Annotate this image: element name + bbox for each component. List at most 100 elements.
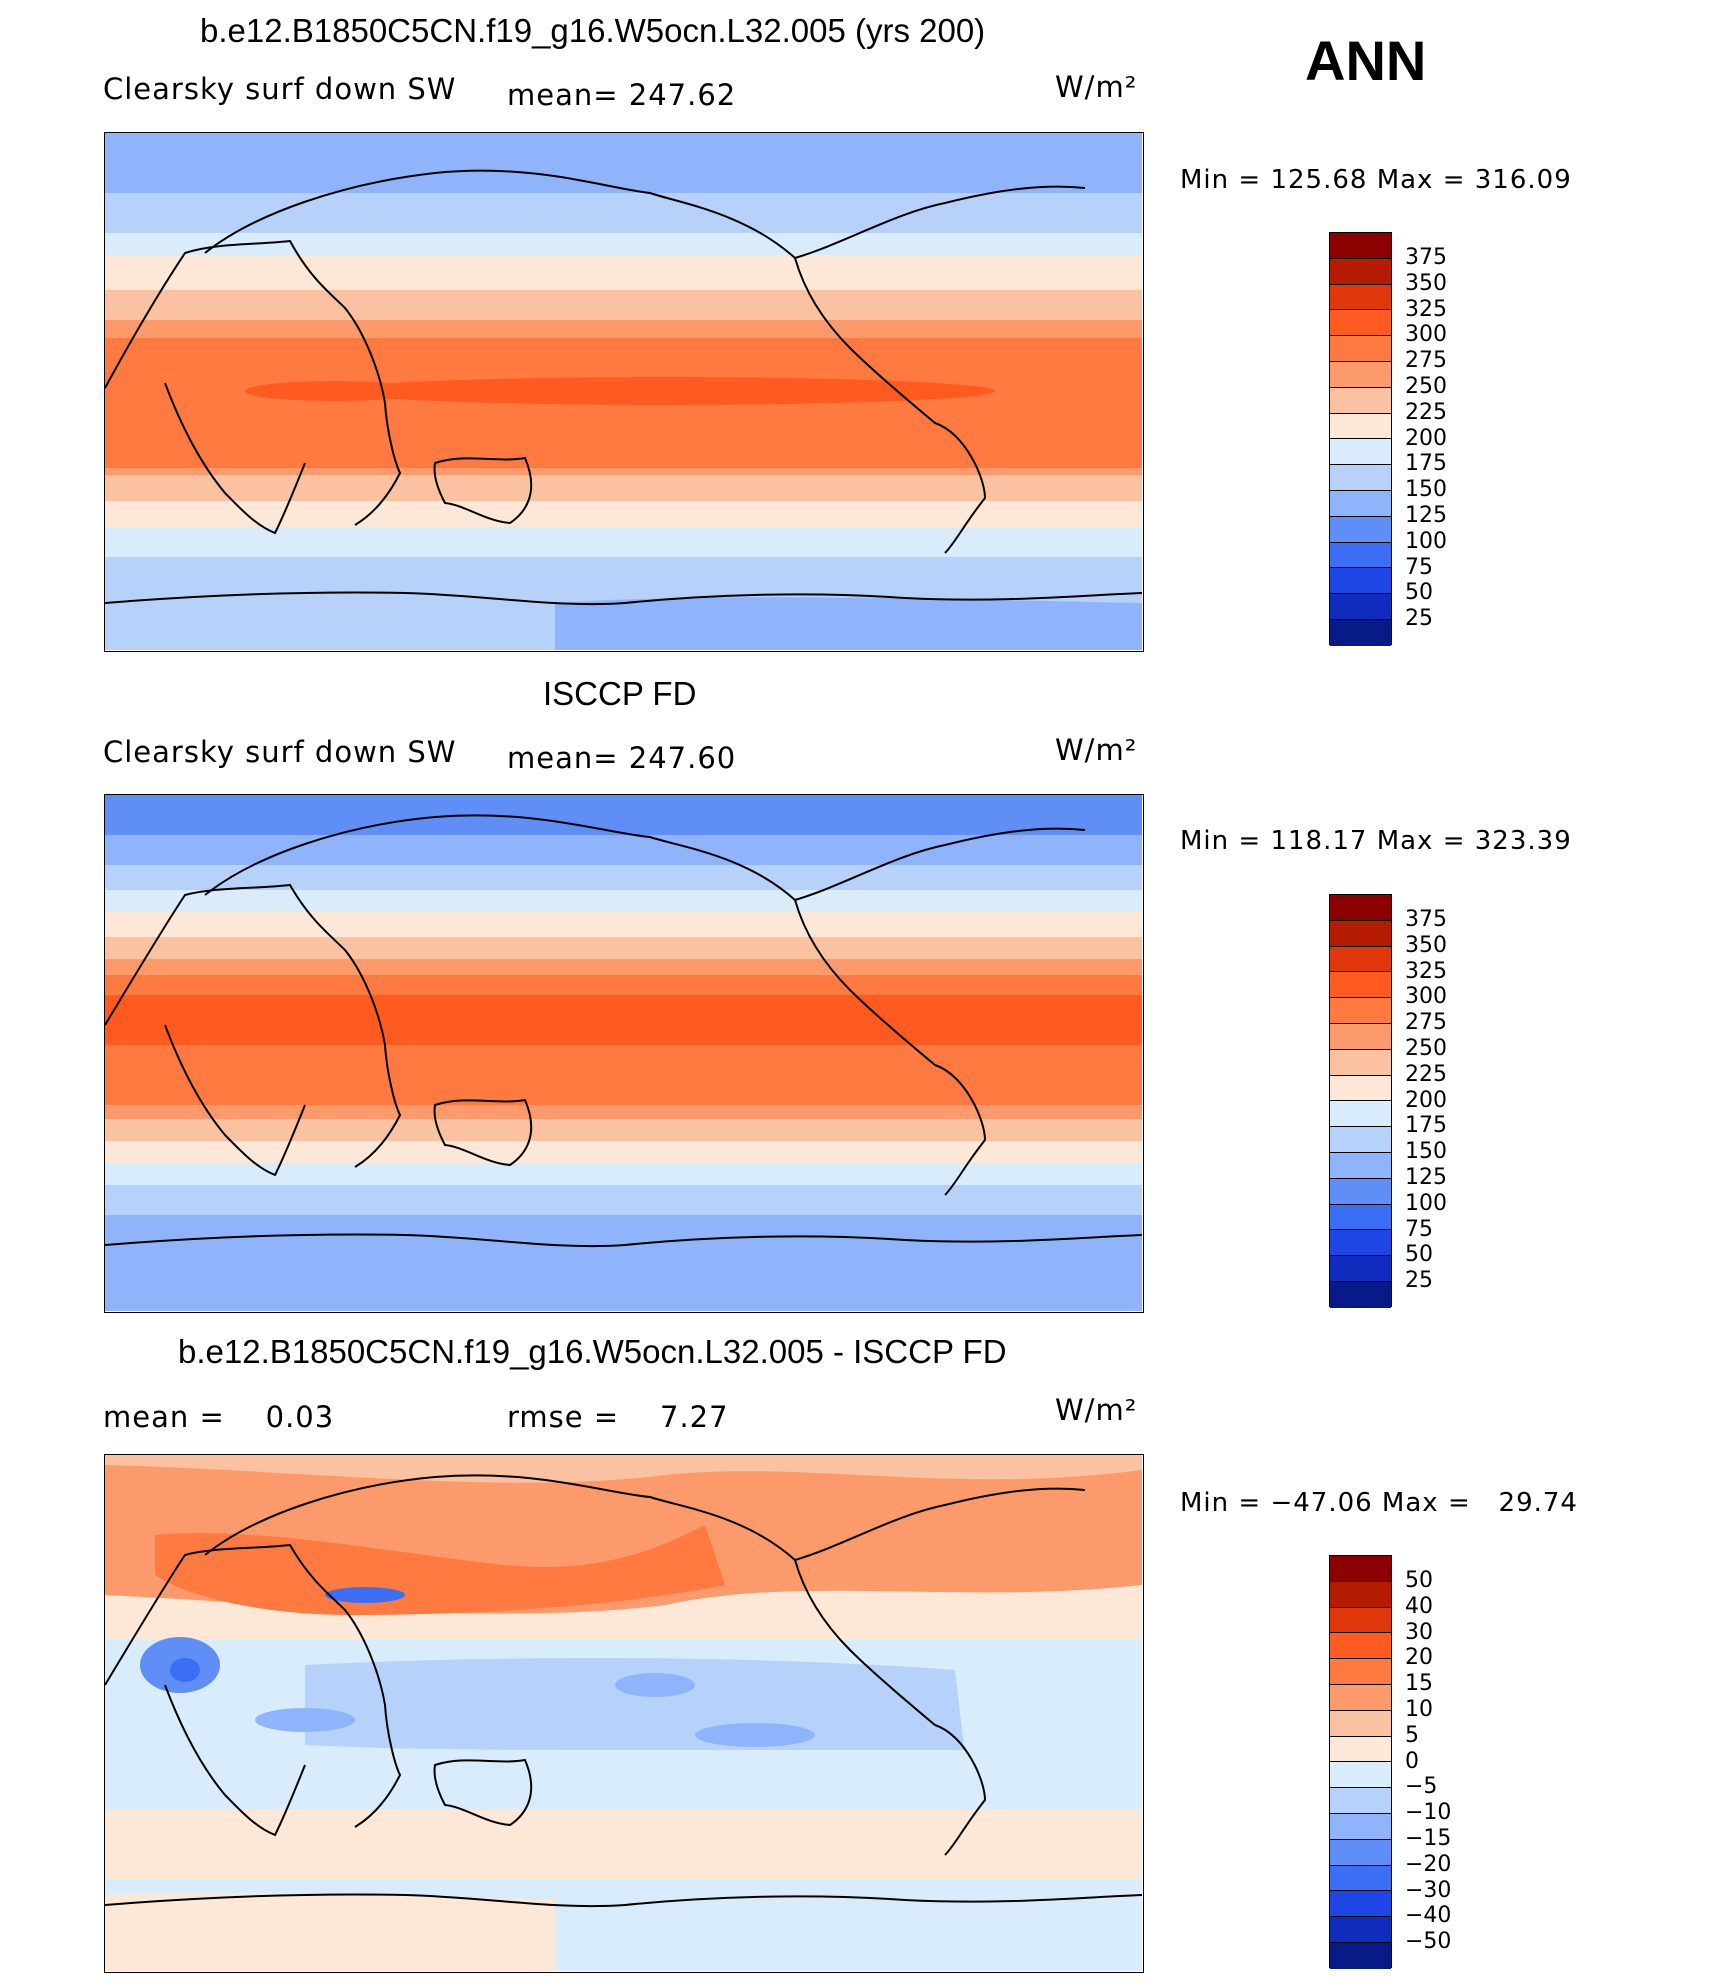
colorbar-tick: 300 xyxy=(1405,322,1447,348)
season-label: ANN xyxy=(1305,29,1427,92)
colorbar-tick: 200 xyxy=(1405,1087,1447,1113)
colorbar-tick: 5 xyxy=(1405,1722,1419,1748)
colorbar-seg xyxy=(1330,1281,1391,1308)
colorbar-tick: 350 xyxy=(1405,932,1447,958)
colorbar-tick: 275 xyxy=(1405,1010,1447,1036)
panel-3-map-svg xyxy=(105,1455,1142,1971)
colorbar-tick: 30 xyxy=(1405,1619,1433,1645)
colorbar-tick: 250 xyxy=(1405,1036,1447,1061)
colorbar-tick: 100 xyxy=(1405,528,1447,554)
colorbar-tick: 325 xyxy=(1405,296,1447,322)
panel-3-mean-label: mean = 0.03 xyxy=(103,1400,335,1434)
colorbar-tick: −40 xyxy=(1405,1903,1452,1929)
panel-2-minmax-label: Min = 118.17 Max = 323.39 xyxy=(1180,826,1572,856)
colorbar-seg xyxy=(1330,465,1391,491)
colorbar-seg xyxy=(1330,1633,1391,1660)
colorbar-tick: −30 xyxy=(1405,1877,1452,1903)
colorbar-tick: 375 xyxy=(1405,245,1447,270)
colorbar-seg xyxy=(1330,361,1391,388)
colorbar-tick: 125 xyxy=(1405,503,1447,528)
colorbar-seg xyxy=(1330,284,1391,311)
panel-2-variable-label: Clearsky surf down SW xyxy=(103,735,457,769)
colorbar-seg xyxy=(1330,1607,1391,1634)
colorbar-tick: 10 xyxy=(1405,1697,1433,1722)
colorbar-tick: −15 xyxy=(1405,1826,1452,1851)
panel-2-units-label: W/m² xyxy=(1055,733,1138,767)
colorbar-seg xyxy=(1330,1659,1391,1685)
colorbar-tick: 25 xyxy=(1405,606,1433,632)
colorbar-tick: −10 xyxy=(1405,1800,1452,1826)
colorbar-tick: 20 xyxy=(1405,1645,1433,1671)
colorbar-tick: −50 xyxy=(1405,1929,1452,1955)
colorbar-seg xyxy=(1330,1101,1391,1128)
panel-1-mean-label: mean= 247.62 xyxy=(507,78,737,112)
panel-1-map xyxy=(104,132,1144,652)
colorbar-seg xyxy=(1330,1075,1391,1102)
panel-1-title: b.e12.B1850C5CN.f19_g16.W5ocn.L32.005 (y… xyxy=(200,12,986,49)
panel-3-rmse-label: rmse = 7.27 xyxy=(507,1400,729,1434)
colorbar-seg xyxy=(1330,1865,1391,1892)
colorbar-seg xyxy=(1330,1736,1391,1763)
colorbar-tick: −5 xyxy=(1405,1774,1438,1800)
colorbar-seg xyxy=(1330,1942,1391,1969)
colorbar-seg xyxy=(1330,594,1391,620)
panel-3-title: b.e12.B1850C5CN.f19_g16.W5ocn.L32.005 - … xyxy=(178,1333,1007,1370)
colorbar-seg xyxy=(1330,1684,1391,1711)
panel-3-colorbar xyxy=(1329,1555,1392,1969)
colorbar-tick: 150 xyxy=(1405,477,1447,503)
colorbar-seg xyxy=(1330,1256,1391,1282)
colorbar-seg xyxy=(1330,1023,1391,1050)
panel-1-map-svg xyxy=(105,133,1142,650)
colorbar-seg xyxy=(1330,387,1391,414)
panel-2-colorbar xyxy=(1329,894,1392,1308)
colorbar-seg xyxy=(1330,946,1391,973)
colorbar-seg xyxy=(1330,1049,1391,1076)
colorbar-tick: 175 xyxy=(1405,451,1447,477)
colorbar-seg xyxy=(1330,1556,1391,1582)
colorbar-seg xyxy=(1330,1581,1391,1608)
colorbar-seg xyxy=(1330,336,1391,362)
panel-1-units-label: W/m² xyxy=(1055,70,1138,104)
colorbar-seg xyxy=(1330,619,1391,646)
colorbar-seg xyxy=(1330,413,1391,440)
panel-2-mean-label: mean= 247.60 xyxy=(507,741,737,775)
colorbar-seg xyxy=(1330,998,1391,1024)
colorbar-seg xyxy=(1330,568,1391,595)
panel-1-minmax-label: Min = 125.68 Max = 316.09 xyxy=(1180,165,1572,195)
panel-2-map xyxy=(104,794,1144,1313)
colorbar-seg xyxy=(1330,310,1391,337)
panel-2-map-svg xyxy=(105,795,1142,1311)
colorbar-seg xyxy=(1330,490,1391,517)
colorbar-seg xyxy=(1330,1788,1391,1814)
colorbar-seg xyxy=(1330,1891,1391,1918)
panel-3-units-label: W/m² xyxy=(1055,1393,1138,1427)
colorbar-tick: 40 xyxy=(1405,1593,1433,1619)
colorbar-seg xyxy=(1330,516,1391,543)
panel-2-title: ISCCP FD xyxy=(543,675,697,712)
colorbar-tick: 150 xyxy=(1405,1139,1447,1165)
colorbar-seg xyxy=(1330,258,1391,285)
panel-1-colorbar xyxy=(1329,232,1392,646)
colorbar-seg xyxy=(1330,1762,1391,1789)
colorbar-tick: 50 xyxy=(1405,1568,1433,1593)
colorbar-tick: 100 xyxy=(1405,1190,1447,1216)
colorbar-seg xyxy=(1330,920,1391,947)
panel-1-variable-label: Clearsky surf down SW xyxy=(103,72,457,106)
colorbar-seg xyxy=(1330,1710,1391,1737)
colorbar-seg xyxy=(1330,1917,1391,1943)
colorbar-tick: 350 xyxy=(1405,270,1447,296)
colorbar-tick: 75 xyxy=(1405,554,1433,580)
colorbar-seg xyxy=(1330,1178,1391,1205)
colorbar-seg xyxy=(1330,233,1391,259)
colorbar-seg xyxy=(1330,1839,1391,1866)
colorbar-tick: 300 xyxy=(1405,984,1447,1010)
colorbar-tick: −20 xyxy=(1405,1851,1452,1877)
colorbar-tick: 225 xyxy=(1405,399,1447,425)
colorbar-tick: 325 xyxy=(1405,958,1447,984)
colorbar-tick: 75 xyxy=(1405,1216,1433,1242)
colorbar-seg xyxy=(1330,439,1391,466)
colorbar-seg xyxy=(1330,1230,1391,1257)
colorbar-tick: 50 xyxy=(1405,580,1433,606)
colorbar-seg xyxy=(1330,1204,1391,1231)
colorbar-tick: 375 xyxy=(1405,907,1447,932)
